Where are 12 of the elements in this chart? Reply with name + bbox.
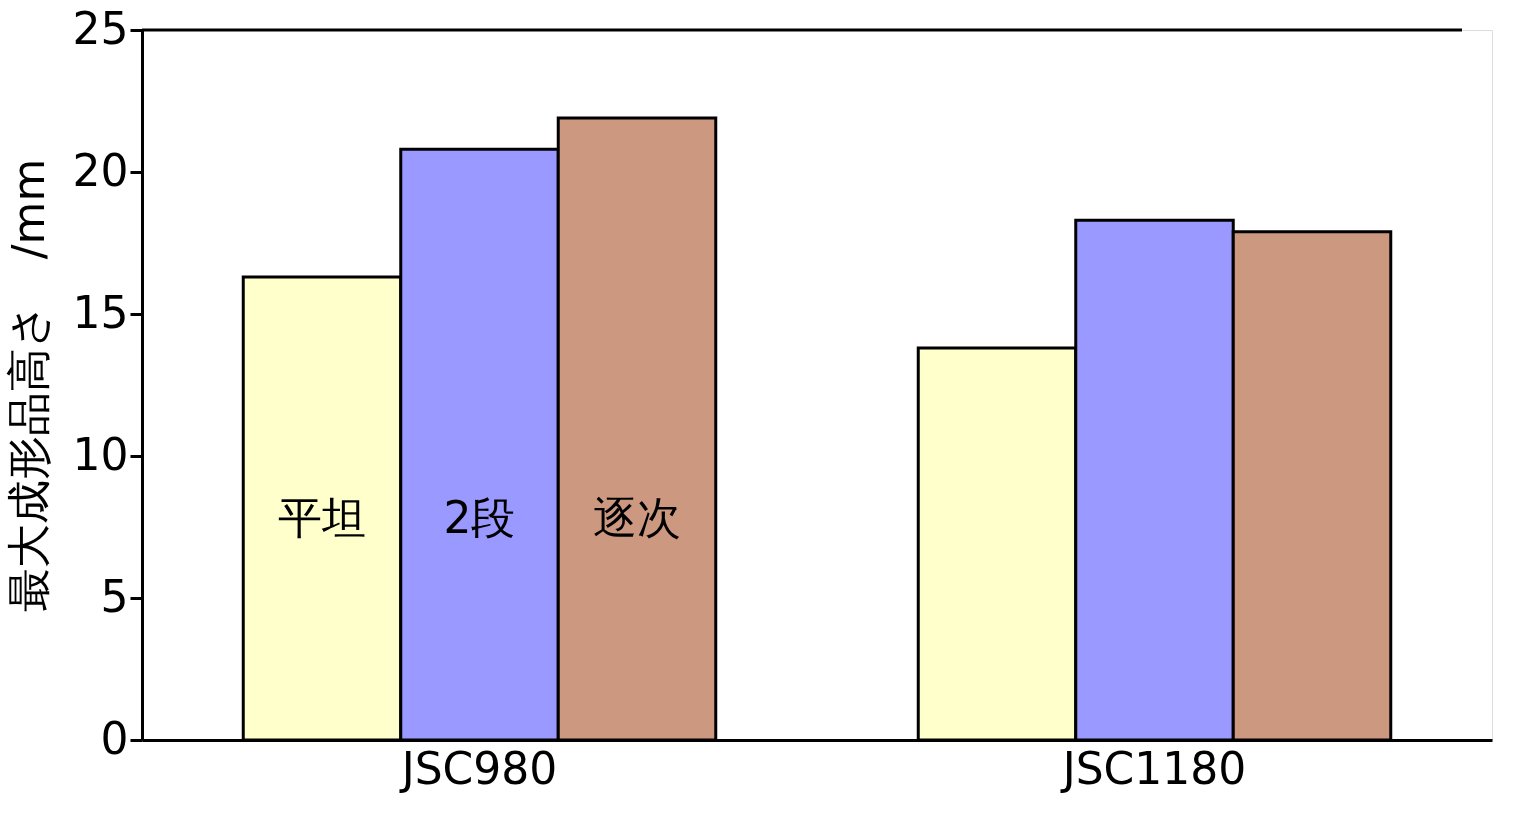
x-tick-label: JSC980 [398, 742, 558, 794]
y-tick-label: 0 [100, 712, 129, 764]
y-tick-label: 25 [72, 2, 129, 54]
y-axis-title: 最大成形品高さ /mm [2, 158, 54, 613]
x-tick-label: JSC1180 [1059, 742, 1247, 794]
series-label: 平坦 [278, 491, 366, 543]
y-tick-label: 5 [100, 570, 129, 622]
y-tick-label: 20 [72, 144, 129, 196]
y-tick-label: 10 [72, 428, 129, 480]
y-tick-label: 15 [72, 286, 129, 338]
series-label: 2段 [443, 491, 516, 543]
series-label: 逐次 [593, 491, 681, 543]
